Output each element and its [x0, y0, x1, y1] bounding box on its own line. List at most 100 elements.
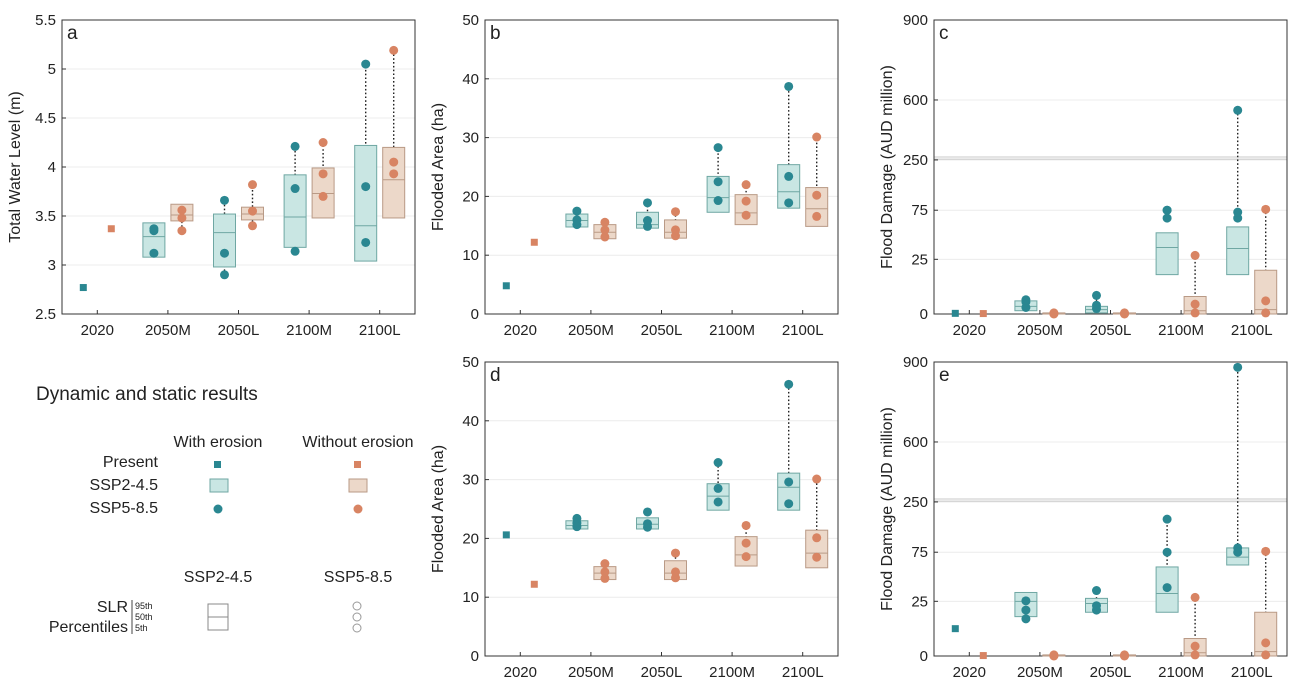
y-tick-label: 600 — [903, 434, 928, 451]
legend-perc-header-ssp585: SSP5-8.5 — [324, 569, 393, 586]
y-tick-label: 4 — [48, 159, 56, 176]
ssp585-noerosion-point — [1261, 308, 1271, 318]
ssp585-noerosion-point — [600, 573, 610, 583]
ssp245-noerosion-box — [734, 194, 758, 226]
ssp585-noerosion-point — [1190, 299, 1200, 309]
x-tick-label: 2020 — [953, 322, 986, 339]
ssp585-noerosion-point — [741, 196, 751, 206]
ssp585-noerosion-point — [741, 210, 751, 220]
ssp585-noerosion-point — [671, 207, 680, 217]
y-axis-label: Flooded Area (ha) — [430, 445, 447, 573]
present-noerosion-marker — [530, 580, 538, 588]
ssp585-noerosion-point — [1190, 250, 1200, 260]
x-tick-label: 2050M — [568, 664, 614, 680]
ssp585-noerosion-point — [1261, 204, 1271, 214]
panel-a: 2.5 3 3.5 4 4.5 5 5.5 2020 2050M 2050L 2100M 2100L T… — [7, 12, 416, 339]
ssp245-noerosion-box — [382, 146, 406, 219]
ssp585-erosion-point — [1021, 295, 1031, 305]
legend-p50: 50th — [135, 612, 153, 622]
ssp585-erosion-point — [713, 143, 723, 153]
ssp585-erosion-point — [784, 379, 794, 389]
y-tick-label: 250 — [903, 494, 928, 511]
ssp585-erosion-point — [220, 270, 229, 280]
ssp585-erosion-point — [643, 216, 652, 226]
ssp585-erosion-point — [149, 248, 159, 258]
ssp585-erosion-point — [1233, 207, 1243, 217]
x-tick-label: 2100M — [286, 322, 332, 339]
ssp585-erosion-point — [713, 497, 723, 507]
ssp585-noerosion-point — [1049, 308, 1059, 318]
y-tick-label: 20 — [462, 530, 479, 547]
y-tick-label: 20 — [462, 188, 479, 205]
ssp585-erosion-point — [1233, 362, 1243, 372]
ssp585-erosion-point — [1092, 290, 1101, 300]
panel-e: 0 25 75 250 600 900 2020 2050M 2050L 2100M 2100L Fl… — [879, 354, 1288, 680]
ssp585-noerosion-point — [600, 217, 610, 227]
y-tick-label: 5 — [48, 61, 56, 78]
y-tick-label: 10 — [462, 589, 479, 606]
ssp585-noerosion-point — [248, 221, 257, 231]
ssp585-noerosion-point — [318, 191, 328, 201]
x-tick-label: 2050M — [1017, 322, 1063, 339]
panel-label: d — [490, 365, 501, 386]
x-tick-label: 2050L — [218, 322, 260, 339]
ssp585-noerosion-point — [318, 169, 328, 179]
panel-b: 0 10 20 30 40 50 2020 2050M 2050L 2100M 2100L Flood… — [430, 12, 839, 339]
ssp585-noerosion-point — [1049, 650, 1059, 660]
ssp585-erosion-point — [643, 198, 652, 208]
ssp585-noerosion-point — [177, 226, 187, 236]
ssp585-erosion-point — [643, 507, 652, 517]
y-tick-label: 75 — [911, 202, 928, 219]
y-tick-label: 10 — [462, 247, 479, 264]
x-tick-label: 2050L — [641, 322, 683, 339]
ssp585-noerosion-point — [600, 225, 610, 235]
ssp585-erosion-point — [572, 206, 582, 216]
x-tick-label: 2100L — [359, 322, 401, 339]
y-tick-label: 40 — [462, 413, 479, 430]
ssp245-noerosion-box — [734, 536, 758, 567]
ssp585-erosion-point — [1021, 614, 1031, 624]
ssp585-noerosion-point — [812, 190, 822, 200]
panel-c: 0 25 75 250 600 900 2020 2050M 2050L 2100M 2100L Fl… — [879, 12, 1288, 339]
present-erosion-marker — [79, 284, 87, 292]
legend-ssp245-erosion-box — [209, 478, 229, 493]
panel-label: c — [939, 23, 949, 44]
x-tick-label: 2020 — [81, 322, 114, 339]
ssp585-erosion-point — [784, 499, 794, 509]
ssp245-noerosion-box — [1254, 269, 1278, 315]
ssp585-noerosion-point — [248, 206, 257, 216]
legend-perc-label-percentiles: Percentiles — [49, 619, 128, 636]
ssp585-noerosion-point — [1190, 641, 1200, 651]
ssp585-noerosion-point — [389, 45, 399, 55]
ssp585-noerosion-point — [1261, 296, 1271, 306]
ssp585-noerosion-point — [741, 552, 751, 562]
ssp585-noerosion-point — [1261, 638, 1271, 648]
x-tick-label: 2100L — [782, 664, 824, 680]
panel-label: e — [939, 365, 950, 386]
ssp585-erosion-point — [784, 477, 794, 487]
ssp585-erosion-point — [1162, 547, 1172, 557]
legend-row-present: Present — [103, 454, 159, 471]
ssp585-erosion-point — [1162, 514, 1172, 524]
ssp585-erosion-point — [713, 483, 723, 493]
x-tick-label: 2050L — [641, 664, 683, 680]
present-noerosion-marker — [107, 225, 115, 233]
ssp585-erosion-point — [1092, 586, 1101, 596]
x-tick-label: 2020 — [953, 664, 986, 680]
ssp585-erosion-point — [784, 198, 794, 208]
legend-col-with: With erosion — [174, 434, 263, 451]
ssp585-noerosion-point — [1190, 592, 1200, 602]
ssp585-noerosion-point — [671, 225, 680, 235]
ssp585-noerosion-point — [248, 180, 257, 190]
ssp585-erosion-point — [1092, 300, 1101, 310]
panel-label: b — [490, 23, 501, 44]
present-noerosion-marker — [979, 310, 987, 318]
x-tick-label: 2100M — [709, 664, 755, 680]
plot-frame — [933, 361, 1288, 657]
ssp585-erosion-point — [290, 141, 300, 151]
y-tick-label: 0 — [920, 306, 928, 323]
ssp585-noerosion-point — [1261, 546, 1271, 556]
ssp585-noerosion-point — [600, 559, 610, 569]
ssp585-erosion-point — [1021, 605, 1031, 615]
